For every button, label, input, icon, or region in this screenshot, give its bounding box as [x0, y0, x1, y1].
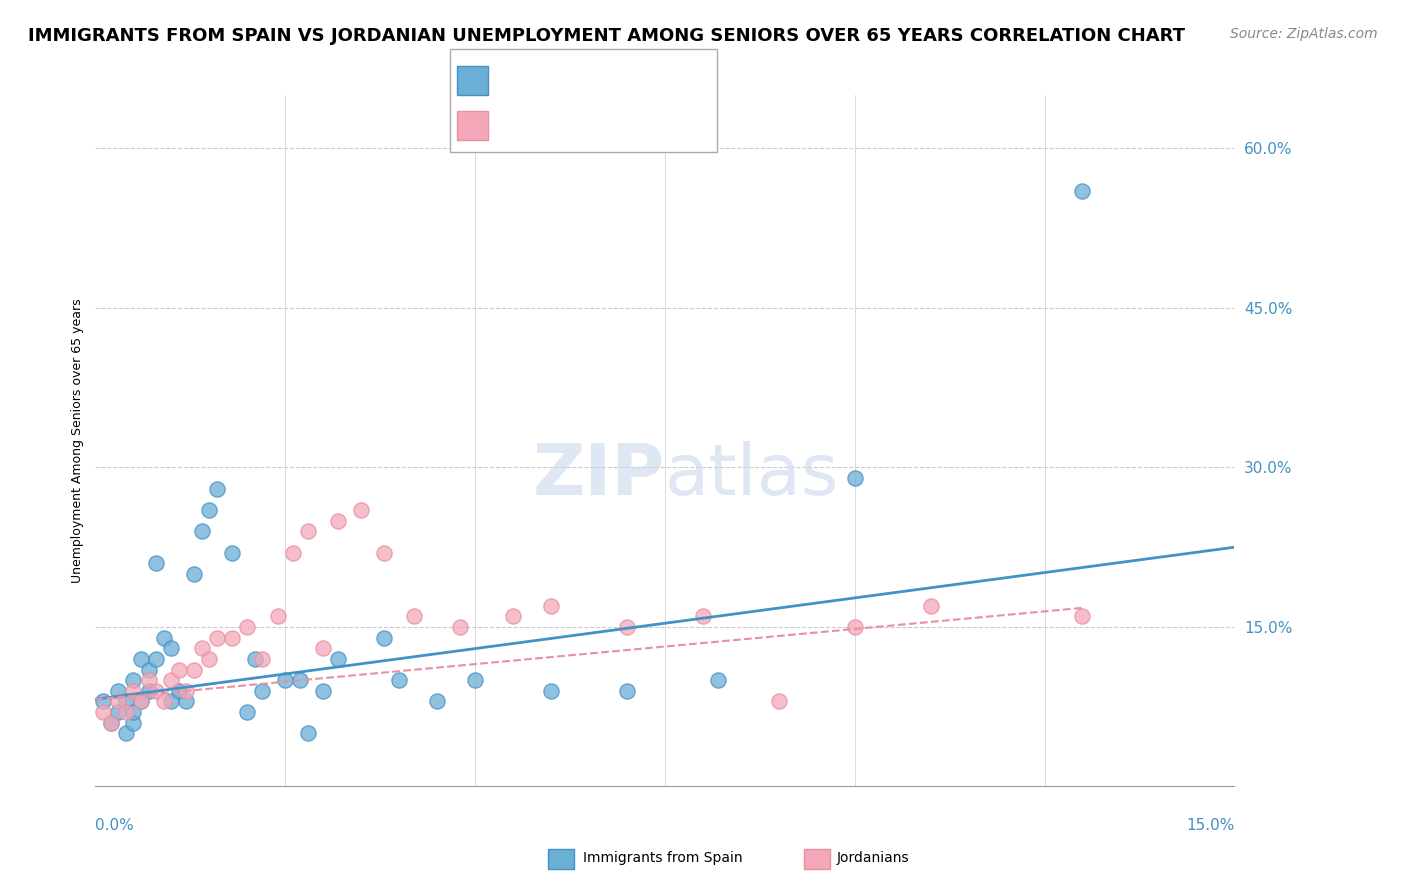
Point: [464, 673, 486, 688]
Point: [160, 641, 183, 656]
Point: [107, 694, 129, 708]
Point: [114, 705, 136, 719]
Point: [190, 641, 212, 656]
Point: [844, 471, 866, 485]
Point: [502, 609, 524, 624]
Point: [297, 726, 319, 740]
Point: [243, 652, 266, 666]
Point: [266, 609, 288, 624]
Text: Source: ZipAtlas.com: Source: ZipAtlas.com: [1230, 27, 1378, 41]
Point: [100, 715, 122, 730]
Point: [122, 705, 145, 719]
Point: [844, 620, 866, 634]
Point: [190, 524, 212, 539]
Point: [122, 673, 145, 688]
Point: [183, 663, 205, 677]
Text: 0.0%: 0.0%: [96, 818, 134, 832]
Point: [236, 620, 259, 634]
Point: [107, 705, 129, 719]
Point: [328, 652, 350, 666]
Point: [540, 683, 562, 698]
Point: [426, 694, 449, 708]
Point: [145, 683, 167, 698]
Point: [221, 545, 243, 559]
Point: [373, 631, 395, 645]
Point: [129, 694, 152, 708]
Point: [290, 673, 312, 688]
Point: [692, 609, 714, 624]
Point: [221, 631, 243, 645]
Point: [138, 683, 160, 698]
Point: [107, 683, 129, 698]
Point: [198, 652, 221, 666]
Point: [160, 694, 183, 708]
Point: [176, 694, 198, 708]
Point: [404, 609, 426, 624]
Point: [100, 715, 122, 730]
Point: [160, 673, 183, 688]
Point: [920, 599, 942, 613]
Point: [198, 503, 221, 517]
Point: [91, 694, 114, 708]
Point: [616, 620, 638, 634]
Point: [252, 683, 274, 698]
Point: [91, 705, 114, 719]
Point: [281, 545, 304, 559]
Point: [122, 683, 145, 698]
Point: [540, 599, 562, 613]
Point: [145, 556, 167, 570]
Point: [312, 641, 335, 656]
Point: [129, 694, 152, 708]
Point: [1071, 609, 1094, 624]
Point: [152, 631, 174, 645]
Point: [373, 545, 395, 559]
Point: [183, 566, 205, 581]
Point: [145, 652, 167, 666]
Point: [297, 524, 319, 539]
Text: Immigrants from Spain: Immigrants from Spain: [583, 851, 744, 865]
Text: R = 0.203   N = 42: R = 0.203 N = 42: [499, 69, 669, 87]
Point: [328, 514, 350, 528]
Text: IMMIGRANTS FROM SPAIN VS JORDANIAN UNEMPLOYMENT AMONG SENIORS OVER 65 YEARS CORR: IMMIGRANTS FROM SPAIN VS JORDANIAN UNEMP…: [28, 27, 1185, 45]
Point: [1071, 184, 1094, 198]
Point: [252, 652, 274, 666]
Text: 15.0%: 15.0%: [1187, 818, 1234, 832]
Point: [167, 683, 190, 698]
Point: [114, 726, 136, 740]
Point: [388, 673, 411, 688]
Point: [138, 663, 160, 677]
Point: [176, 683, 198, 698]
Point: [449, 620, 471, 634]
Point: [205, 482, 228, 496]
Point: [114, 694, 136, 708]
Text: atlas: atlas: [665, 441, 839, 510]
Point: [122, 715, 145, 730]
Point: [350, 503, 373, 517]
Text: ZIP: ZIP: [533, 441, 665, 510]
Point: [274, 673, 297, 688]
Point: [312, 683, 335, 698]
Point: [129, 652, 152, 666]
Text: Jordanians: Jordanians: [837, 851, 910, 865]
Point: [768, 694, 790, 708]
Point: [236, 705, 259, 719]
Point: [138, 673, 160, 688]
Point: [152, 694, 174, 708]
Point: [616, 683, 638, 698]
Point: [707, 673, 730, 688]
Y-axis label: Unemployment Among Seniors over 65 years: Unemployment Among Seniors over 65 years: [72, 299, 84, 583]
Point: [205, 631, 228, 645]
Point: [167, 663, 190, 677]
Text: R = 0.323   N = 36: R = 0.323 N = 36: [499, 113, 669, 131]
